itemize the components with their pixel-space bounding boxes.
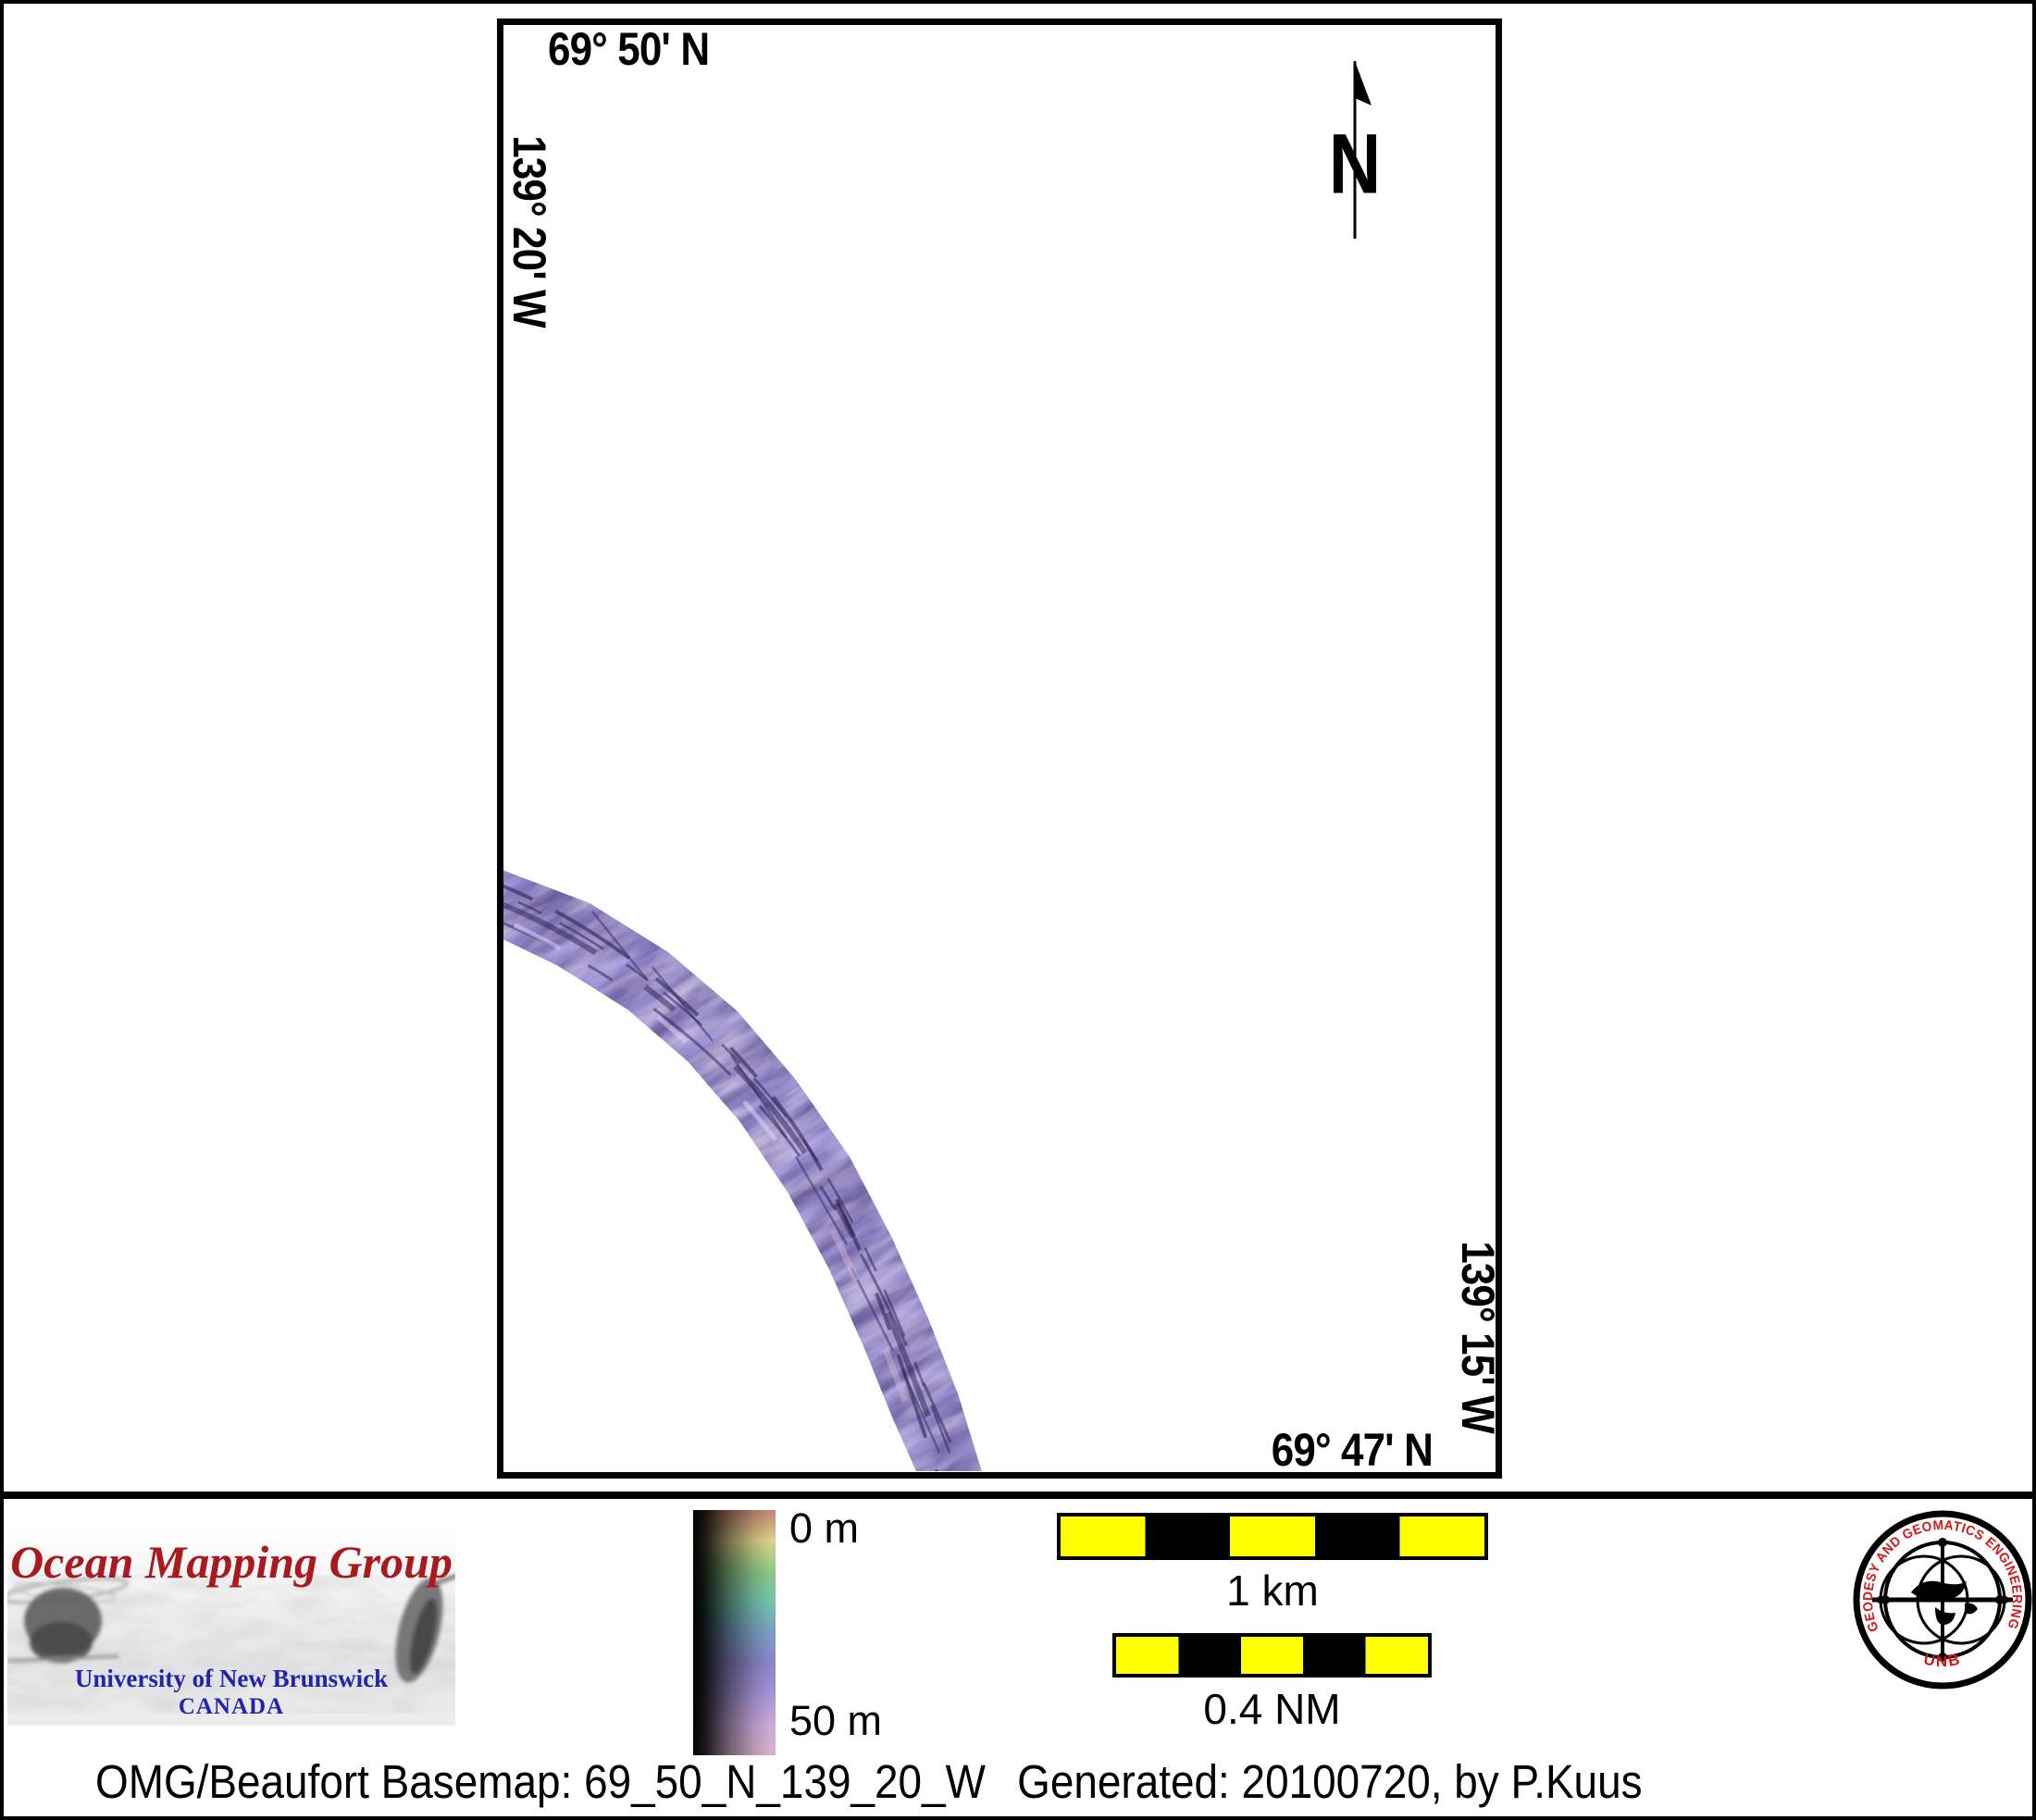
omg-logo-country: CANADA	[178, 1694, 285, 1719]
depth-scale-max-label: 50 m	[789, 1697, 883, 1744]
map-frame	[497, 19, 1502, 1479]
scalebar-km-label: 1 km	[1226, 1566, 1319, 1615]
map-label-right-longitude: 139° 15' W	[1452, 1241, 1504, 1433]
bathymetry-swath	[503, 868, 984, 1471]
omg-logo-subtitle: University of New Brunswick	[74, 1665, 389, 1692]
map-label-top-latitude: 69° 50' N	[548, 23, 710, 75]
sonar-towfish-shape	[7, 1577, 130, 1663]
footer-caption: OMG/Beaufort Basemap: 69_50_N_139_20_W G…	[95, 1754, 1643, 1809]
unb-geodesy-seal: GEODESY AND GEOMATICS ENGINEERING UNB	[1853, 1510, 2032, 1690]
seal-bottom-text: UNB	[1922, 1651, 1961, 1671]
footer-basemap-text: OMG/Beaufort Basemap: 69_50_N_139_20_W	[95, 1755, 986, 1808]
north-arrow-label: N	[1328, 117, 1382, 212]
svg-text:UNB: UNB	[1922, 1651, 1963, 1671]
scalebar-nm-label: 0.4 NM	[1203, 1685, 1341, 1733]
omg-logo-banner: Ocean Mapping Group University of New Br…	[7, 1524, 455, 1726]
sonar-shell-shape	[395, 1574, 455, 1683]
scalebar-nautical-miles	[1112, 1633, 1432, 1678]
scalebar-kilometers	[1057, 1513, 1488, 1560]
depth-colorbar-shading	[693, 1510, 776, 1755]
omg-logo-sonar-artwork	[7, 1574, 455, 1714]
ice-scour-streaks	[503, 882, 968, 1471]
north-arrow-icon	[1353, 61, 1372, 239]
cardinal-knobs	[1881, 1538, 2005, 1662]
map-label-bottom-latitude: 69° 47' N	[1271, 1424, 1434, 1476]
footer-generated-text: Generated: 20100720, by P.Kuus	[1017, 1755, 1643, 1808]
depth-scale-min-label: 0 m	[789, 1504, 860, 1552]
panel-separator-rule	[0, 1492, 2036, 1499]
omg-logo-title: Ocean Mapping Group	[10, 1536, 453, 1588]
globe-continents	[1911, 1580, 1978, 1626]
map-label-left-longitude: 139° 20' W	[503, 135, 555, 328]
